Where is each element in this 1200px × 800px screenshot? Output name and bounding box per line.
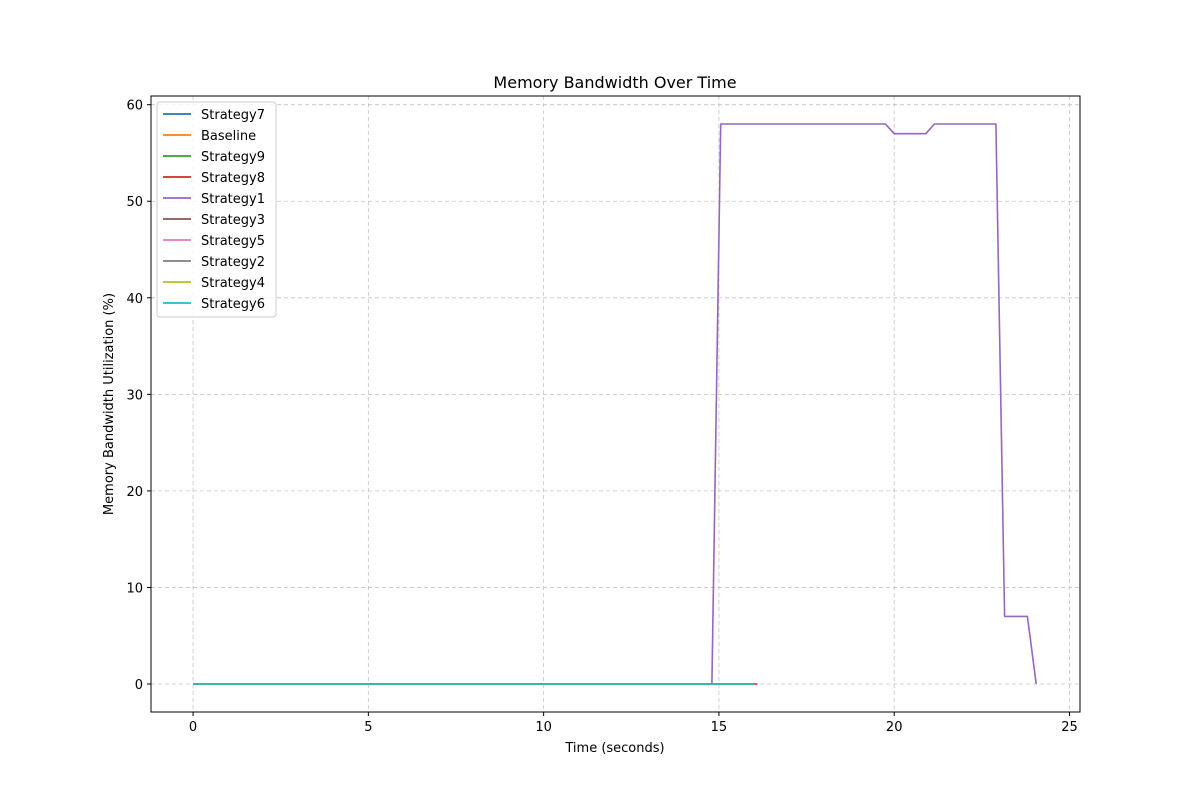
legend-label-strategy2: Strategy2 [201,255,265,270]
legend-label-strategy8: Strategy8 [201,171,265,186]
legend-label-strategy3: Strategy3 [201,213,265,228]
legend-label-strategy6: Strategy6 [201,297,265,312]
x-tick-label: 25 [1061,720,1078,735]
grid [151,96,1080,712]
legend-label-baseline: Baseline [201,129,256,144]
y-tick-label: 10 [126,581,143,596]
x-tick-label: 20 [886,720,903,735]
series-line-strategy1 [193,123,1037,685]
y-tick-label: 0 [135,678,143,693]
y-tick-label: 50 [126,195,143,210]
x-axis-label: Time (seconds) [564,741,664,756]
y-axis-label: Memory Bandwidth Utilization (%) [102,293,117,515]
y-tick-label: 40 [126,292,143,307]
y-tick-label: 30 [126,388,143,403]
legend: Strategy7 Baseline Strategy9 Strategy8 Strat… [156,101,277,318]
x-tick-label: 10 [535,720,552,735]
x-tick-label: 0 [189,720,197,735]
y-tick-label: 60 [126,99,143,114]
chart-title: Memory Bandwidth Over Time [493,73,736,92]
series-lines [193,123,1037,685]
x-axis-ticks: 0 5 10 15 20 25 [189,712,1078,735]
x-tick-label: 5 [364,720,372,735]
plot-frame [150,95,1081,713]
x-tick-label: 15 [711,720,728,735]
legend-label-strategy7: Strategy7 [201,108,265,123]
legend-label-strategy5: Strategy5 [201,234,265,249]
legend-label-strategy9: Strategy9 [201,150,265,165]
y-tick-label: 20 [126,485,143,500]
y-axis-ticks: 0 10 20 30 40 50 60 [126,99,151,693]
legend-label-strategy4: Strategy4 [201,276,265,291]
legend-label-strategy1: Strategy1 [201,192,265,207]
